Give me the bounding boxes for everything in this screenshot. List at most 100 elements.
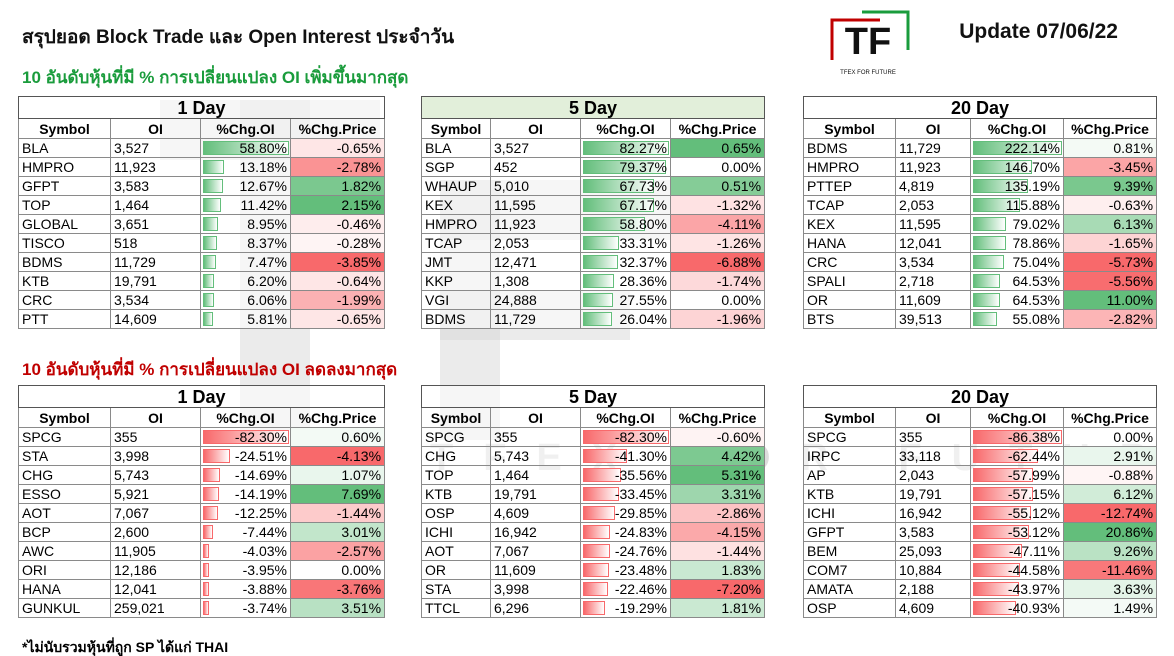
cell: 146.70% <box>970 157 1064 177</box>
cell: -62.44% <box>970 446 1064 466</box>
cell-text: 0.51% <box>721 178 762 194</box>
cell-text: -4.15% <box>716 524 762 540</box>
cell: 3.63% <box>1062 579 1158 599</box>
data-row: KKP 1,308 28.36% -1.74% <box>421 271 766 291</box>
cell: 9.39% <box>1062 176 1158 196</box>
cell-text: -53.12% <box>1007 524 1060 540</box>
cell: 11,905 <box>110 541 201 561</box>
period-header: 1 Day <box>17 385 386 408</box>
cell-text: -33.45% <box>614 486 667 502</box>
period-header: 5 Day <box>420 96 766 119</box>
cell: 11,729 <box>490 309 581 329</box>
cell-text: 8.37% <box>247 235 287 251</box>
cell-text: 3,534 <box>114 292 150 308</box>
cell-text: 222.14% <box>1004 140 1060 156</box>
period-header: 5 Day <box>420 385 766 408</box>
cell: BLA <box>18 138 111 158</box>
cell: HMPRO <box>421 214 491 234</box>
cell: AP <box>803 465 896 485</box>
column-header-row: Symbol OI %Chg.OI %Chg.Price <box>803 118 1158 139</box>
cell-text: 3,583 <box>114 178 150 194</box>
cell-text: 12.67% <box>239 178 287 194</box>
data-row: TISCO 518 8.37% -0.28% <box>18 233 386 253</box>
cell-text: -11.46% <box>1101 562 1154 578</box>
column-header: %Chg.OI <box>200 118 291 139</box>
data-row: HMPRO 11,923 146.70% -3.45% <box>803 157 1158 177</box>
cell: 0.60% <box>289 427 386 447</box>
cell: -44.58% <box>970 560 1064 580</box>
cell-text: 78.86% <box>1012 235 1060 251</box>
data-bar <box>203 141 289 155</box>
cell: 5,743 <box>490 446 581 466</box>
cell-text: -1.99% <box>336 292 382 308</box>
cell-text: 355 <box>114 429 138 445</box>
data-table: 1 Day Symbol OI %Chg.OI %Chg.Price SPCG 355 -82… <box>17 385 386 618</box>
cell: -14.19% <box>200 484 291 504</box>
cell-text: 64.53% <box>1012 273 1060 289</box>
column-header: %Chg.Price <box>289 407 386 428</box>
data-row: AOT 7,067 -24.76% -1.44% <box>421 541 766 561</box>
data-row: VGI 24,888 27.55% 0.00% <box>421 290 766 310</box>
cell-text: 1,308 <box>494 273 530 289</box>
data-bar <box>973 274 1001 288</box>
cell: 11,923 <box>490 214 581 234</box>
cell-text: GUNKUL <box>22 600 81 616</box>
data-row: CHG 5,743 -14.69% 1.07% <box>18 465 386 485</box>
cell: -22.46% <box>580 579 671 599</box>
cell-text: 58.80% <box>239 140 287 156</box>
cell-text: KEX <box>425 197 454 213</box>
data-bar <box>203 544 210 558</box>
cell: -1.44% <box>289 503 386 523</box>
cell-text: -14.69% <box>234 467 287 483</box>
cell: 79.37% <box>580 157 671 177</box>
data-bar <box>583 487 620 501</box>
cell-text: -7.20% <box>716 581 762 597</box>
cell-text: -1.44% <box>716 543 762 559</box>
cell: 5,921 <box>110 484 201 504</box>
cell: SPCG <box>421 427 491 447</box>
cell: TOP <box>18 195 111 215</box>
cell-text: 3,583 <box>899 524 935 540</box>
cell-text: 3.01% <box>341 524 382 540</box>
data-row: HANA 12,041 78.86% -1.65% <box>803 233 1158 253</box>
cell: -24.51% <box>200 446 291 466</box>
cell: -82.30% <box>200 427 291 447</box>
cell: 9.26% <box>1062 541 1158 561</box>
data-row: COM7 10,884 -44.58% -11.46% <box>803 560 1158 580</box>
cell-text: -1.44% <box>336 505 382 521</box>
cell-text: ICHI <box>807 505 835 521</box>
cell-text: -4.13% <box>336 448 382 464</box>
cell: OSP <box>803 598 896 618</box>
cell-text: -1.32% <box>716 197 762 213</box>
cell-text: 12,471 <box>494 254 537 270</box>
data-bar <box>973 160 1033 174</box>
cell-text: -29.85% <box>614 505 667 521</box>
cell: -12.25% <box>200 503 291 523</box>
data-bar <box>203 255 216 269</box>
data-row: AMATA 2,188 -43.97% 3.63% <box>803 579 1158 599</box>
cell-text: 28.36% <box>619 273 667 289</box>
data-row: CRC 3,534 75.04% -5.73% <box>803 252 1158 272</box>
data-row: HMPRO 11,923 13.18% -2.78% <box>18 157 386 177</box>
cell: -5.56% <box>1062 271 1158 291</box>
cell-text: -2.82% <box>1108 311 1154 327</box>
data-bar <box>203 430 289 444</box>
cell-text: -12.25% <box>234 505 287 521</box>
cell-text: 11,923 <box>899 159 941 175</box>
cell-text: -5.56% <box>1108 273 1154 289</box>
cell: TTCL <box>421 598 491 618</box>
data-row: TTCL 6,296 -19.29% 1.81% <box>421 598 766 618</box>
cell-text: 16,942 <box>899 505 942 521</box>
cell-text: 3,527 <box>114 140 150 156</box>
cell: 11,609 <box>895 290 971 310</box>
cell-text: 452 <box>494 159 518 175</box>
cell: -0.88% <box>1062 465 1158 485</box>
cell: BCP <box>18 522 111 542</box>
cell-text: 4,819 <box>899 178 935 194</box>
data-row: BEM 25,093 -47.11% 9.26% <box>803 541 1158 561</box>
period-row: 1 Day <box>17 96 386 119</box>
data-bar <box>583 449 628 463</box>
data-bar <box>203 274 214 288</box>
cell: 7.69% <box>289 484 386 504</box>
cell-text: 9.39% <box>1113 178 1154 194</box>
